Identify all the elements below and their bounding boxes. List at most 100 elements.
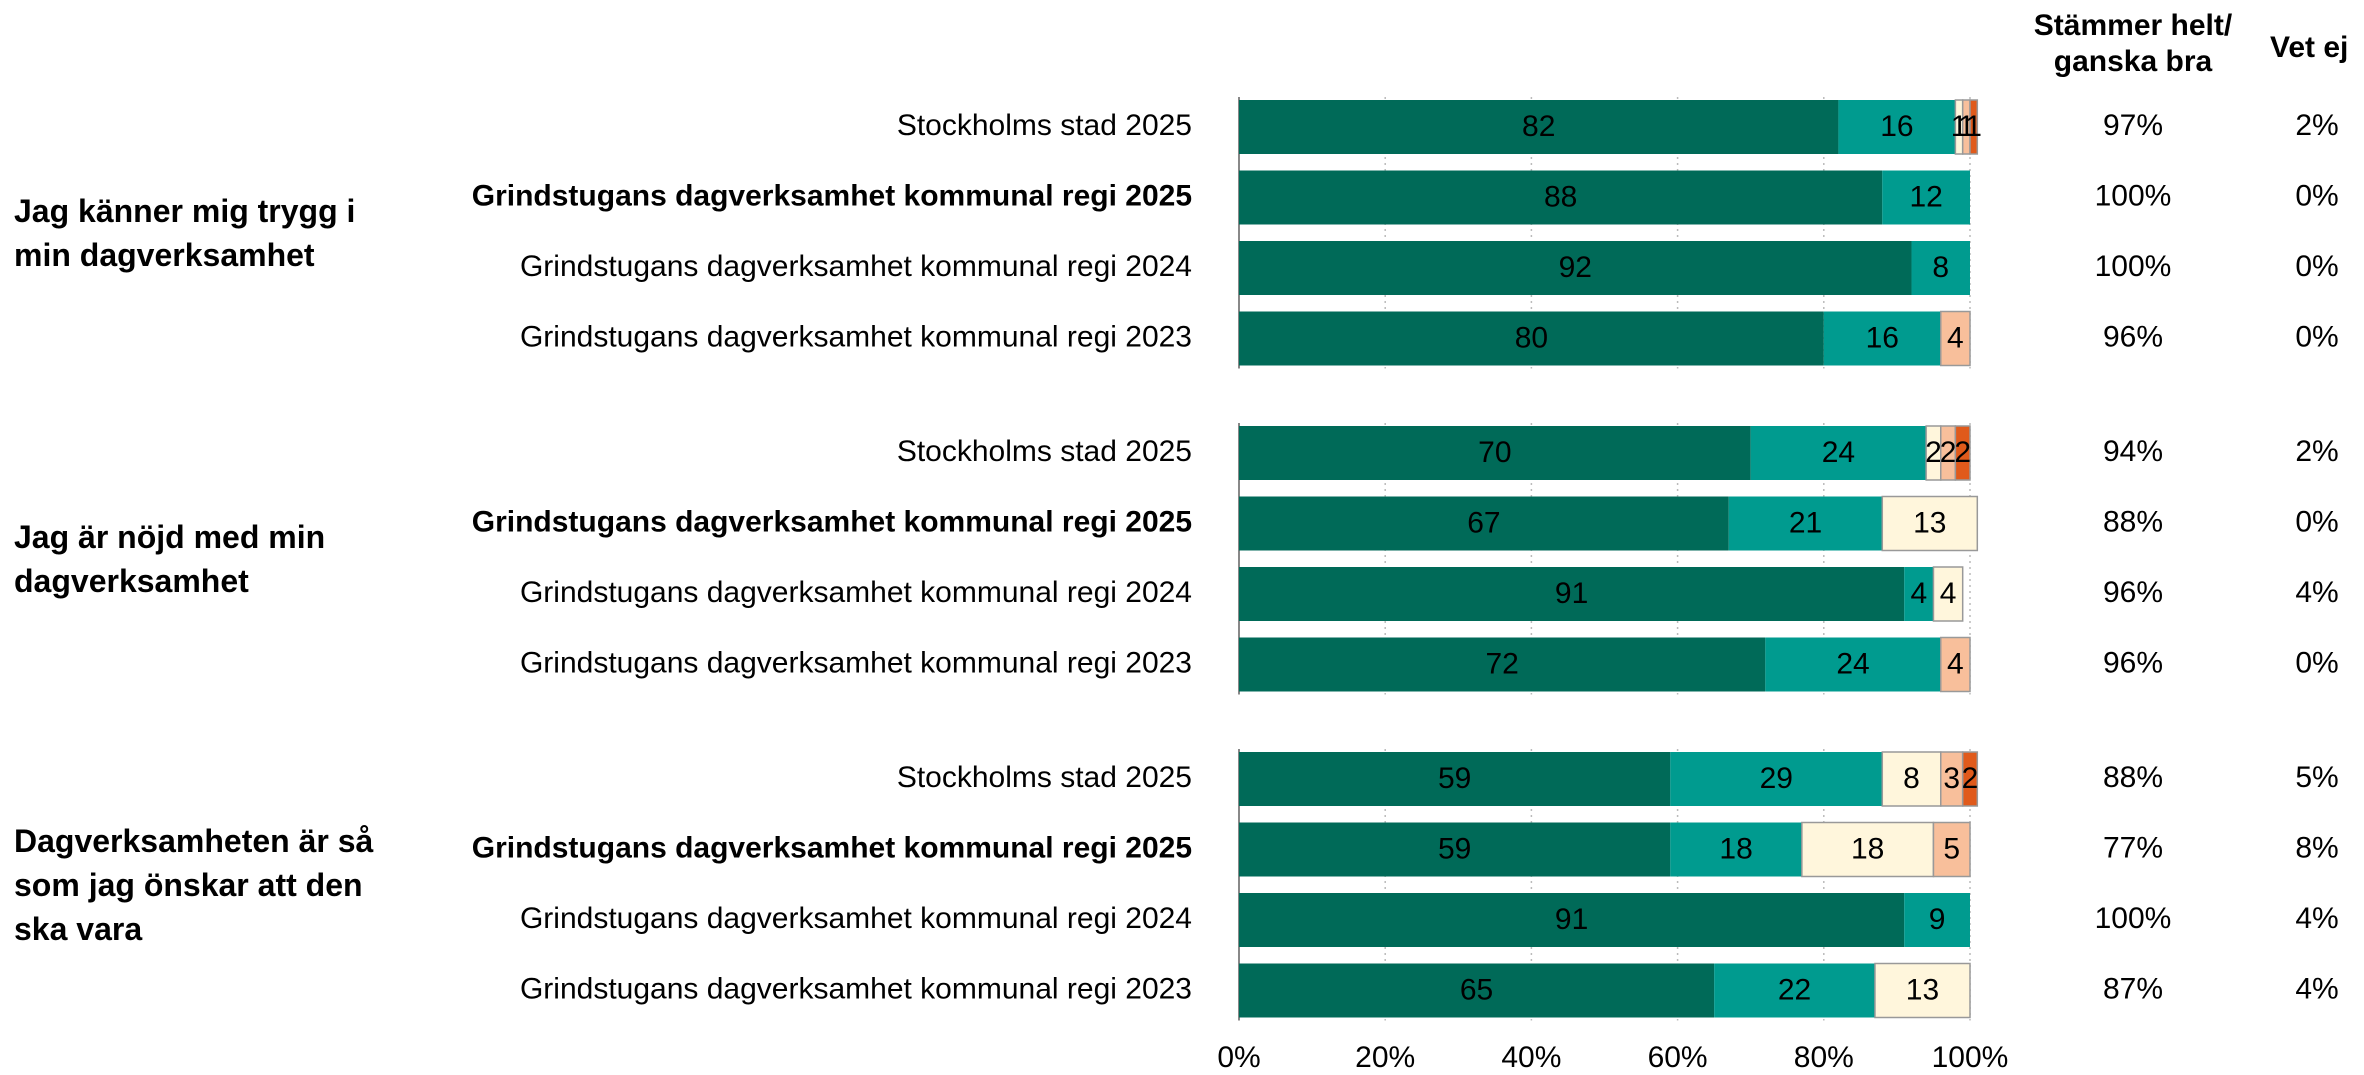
segment-label: 21 xyxy=(1789,506,1822,539)
column-value: 2% xyxy=(2295,109,2338,142)
bar-segment xyxy=(1932,821,1971,878)
segment-label: 18 xyxy=(1719,832,1752,865)
column-value: 0% xyxy=(2295,646,2338,679)
group-label: Dagverksamheten är så som jag önskar att… xyxy=(14,822,374,947)
segment-label: 13 xyxy=(1906,973,1939,1006)
group-label-box: Dagverksamheten är så som jag önskar att… xyxy=(14,822,374,947)
row-label: Grindstugans dagverksamhet kommunal regi… xyxy=(520,646,1192,679)
segment-label: 5 xyxy=(1943,832,1960,865)
bar-segment xyxy=(1728,496,1883,551)
bar-segment xyxy=(1881,751,1942,807)
segment-label: 72 xyxy=(1485,647,1518,680)
segment-label: 22 xyxy=(1778,973,1811,1006)
segment-label: 8 xyxy=(1932,251,1949,284)
segment-label: 18 xyxy=(1851,832,1884,865)
bar-segment xyxy=(1239,100,1839,154)
bar-segment xyxy=(1874,962,1971,1019)
bar-segment xyxy=(1750,426,1927,480)
x-tick-label: 60% xyxy=(1648,1041,1708,1074)
bar-segment xyxy=(1239,426,1751,480)
segment-label: 24 xyxy=(1822,436,1855,469)
row-label: Grindstugans dagverksamhet kommunal regi… xyxy=(520,902,1192,935)
bar-segment xyxy=(1239,170,1883,225)
bar-segment xyxy=(1904,893,1970,947)
bar-segment xyxy=(1239,893,1905,947)
bar-segment xyxy=(1239,496,1729,551)
column-value: 88% xyxy=(2103,505,2163,538)
segment-label: 91 xyxy=(1555,903,1588,936)
bar-segment xyxy=(1239,963,1715,1018)
bar-segment xyxy=(1940,310,1971,367)
column-value: 96% xyxy=(2103,646,2163,679)
segment-label: 9 xyxy=(1929,903,1946,936)
column-value: 100% xyxy=(2095,179,2172,212)
row-label: Grindstugans dagverksamhet kommunal regi… xyxy=(520,972,1192,1005)
column-value: 100% xyxy=(2095,250,2172,283)
column-value: 94% xyxy=(2103,435,2163,468)
segment-label: 4 xyxy=(1940,577,1957,610)
segment-label: 59 xyxy=(1438,832,1471,865)
column-header-box: Stämmer helt/ ganska bra xyxy=(2033,9,2233,78)
segment-label: 13 xyxy=(1913,506,1946,539)
segment-label: 4 xyxy=(1947,321,1964,354)
row-label: Stockholms stad 2025 xyxy=(897,109,1192,142)
segment-label: 2 xyxy=(1925,436,1942,469)
segment-label: 2 xyxy=(1962,762,1979,795)
row-label: Grindstugans dagverksamhet kommunal regi… xyxy=(472,831,1192,864)
segment-label: 92 xyxy=(1559,251,1592,284)
column-value: 96% xyxy=(2103,320,2163,353)
segment-label: 24 xyxy=(1836,647,1869,680)
column-value: 0% xyxy=(2295,179,2338,212)
bar-segment xyxy=(1239,752,1671,806)
bar-segment xyxy=(1961,751,1979,807)
column-value: 97% xyxy=(2103,109,2163,142)
column-value: 88% xyxy=(2103,761,2163,794)
segment-label: 82 xyxy=(1522,110,1555,143)
bar-segment xyxy=(1954,425,1971,481)
column-header: Vet ej xyxy=(2270,31,2349,64)
x-tick-label: 40% xyxy=(1501,1041,1561,1074)
column-value: 77% xyxy=(2103,831,2163,864)
column-value: 96% xyxy=(2103,576,2163,609)
segment-label: 2 xyxy=(1954,436,1971,469)
bar-segment xyxy=(1911,241,1970,295)
row-label: Grindstugans dagverksamhet kommunal regi… xyxy=(520,576,1192,609)
segment-label: 16 xyxy=(1880,110,1913,143)
bar-segment xyxy=(1823,311,1941,366)
column-value: 4% xyxy=(2295,972,2338,1005)
column-value: 8% xyxy=(2295,831,2338,864)
row-label: Stockholms stad 2025 xyxy=(897,761,1192,794)
segment-label: 29 xyxy=(1760,762,1793,795)
column-value: 0% xyxy=(2295,320,2338,353)
segment-label: 88 xyxy=(1544,180,1577,213)
column-header-box: Vet ej xyxy=(2270,31,2349,64)
segment-label: 2 xyxy=(1940,436,1957,469)
segment-label: 16 xyxy=(1866,321,1899,354)
column-value: 0% xyxy=(2295,250,2338,283)
bar-segment xyxy=(1239,567,1905,621)
segment-label: 3 xyxy=(1943,762,1960,795)
row-label: Stockholms stad 2025 xyxy=(897,435,1192,468)
bar-segment xyxy=(1670,822,1802,877)
bar-segment xyxy=(1881,495,1979,552)
x-tick-label: 80% xyxy=(1794,1041,1854,1074)
column-value: 4% xyxy=(2295,576,2338,609)
x-tick-label: 100% xyxy=(1932,1041,2009,1074)
segment-label: 4 xyxy=(1947,647,1964,680)
segment-label: 12 xyxy=(1909,180,1942,213)
row-label: Grindstugans dagverksamhet kommunal regi… xyxy=(472,179,1192,212)
group-label-box: Jag är nöjd med min dagverksamhet xyxy=(14,518,326,599)
segment-label: 8 xyxy=(1903,762,1920,795)
bar-segment xyxy=(1882,170,1970,225)
row-label: Grindstugans dagverksamhet kommunal regi… xyxy=(520,250,1192,283)
segment-label: 67 xyxy=(1467,506,1500,539)
bar-segment xyxy=(1765,637,1941,692)
group-label: Jag är nöjd med min dagverksamhet xyxy=(14,518,326,599)
x-tick-label: 20% xyxy=(1355,1041,1415,1074)
row-label: Grindstugans dagverksamhet kommunal regi… xyxy=(472,505,1192,538)
bar-segment xyxy=(1932,566,1964,622)
group-label: Jag känner mig trygg i min dagverksamhet xyxy=(14,192,356,273)
segment-label: 4 xyxy=(1910,577,1927,610)
column-header: Stämmer helt/ ganska bra xyxy=(2033,9,2233,78)
bar-segment xyxy=(1239,311,1824,366)
